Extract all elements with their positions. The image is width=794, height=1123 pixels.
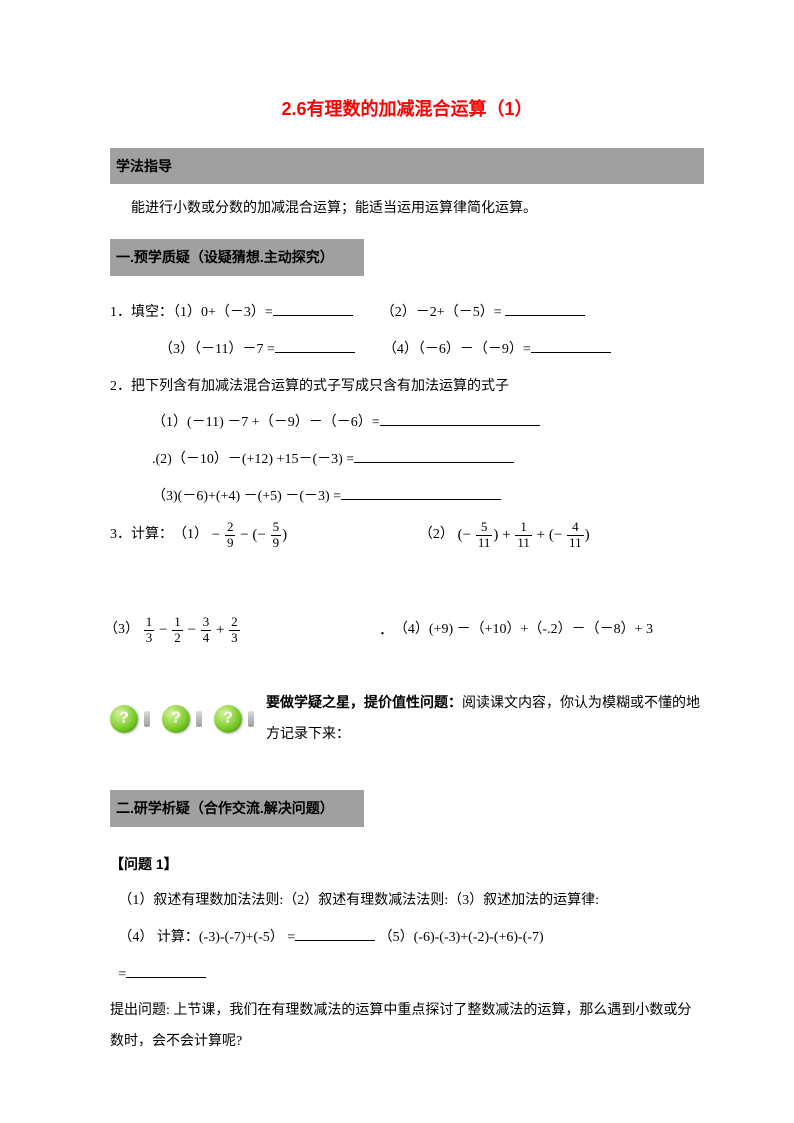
blank [273, 302, 353, 316]
blank [126, 964, 206, 978]
blank [531, 339, 611, 353]
blank [505, 302, 585, 316]
problem1-line2a: （4） 计算：(-3)-(-7)+(-5） = [118, 930, 295, 945]
note-bold: 要做学疑之星，提价值性问题： [266, 694, 462, 710]
problem1-eq-row: = [118, 960, 704, 991]
question-icon [162, 705, 190, 733]
blank [380, 412, 540, 426]
q1-p4: （4）（－6）－（－9）= [383, 342, 531, 357]
q3-row1: 3．计算： （1） − 29 − (− 59 ) （2） (− 511 ) + … [110, 519, 704, 552]
icon-shadow [144, 711, 150, 727]
q3-p3a: （3） [104, 615, 139, 646]
q3-p2a: （2） [419, 520, 454, 551]
guide-text: 能进行小数或分数的加减混合运算；能适当运用运算律简化运算。 [110, 194, 704, 225]
q1-row2: （3）（－11）－7 = （4）（－6）－（－9）= [159, 335, 704, 366]
blank [354, 449, 514, 463]
frac-1-3: 13 [144, 615, 155, 645]
q3-lead: 3．计算： [110, 520, 173, 551]
section-study: 二.研学析疑（合作交流.解决问题） [110, 790, 364, 827]
blank [295, 927, 375, 941]
frac-3-4: 34 [201, 615, 212, 645]
q1-p1: （1）0+（－3）= [173, 305, 273, 320]
icon-shadow [248, 711, 254, 727]
question-icon [110, 705, 138, 733]
q2-p1-row: （1）(－11) －7 +（－9）－（－6）= [152, 408, 704, 439]
problem1-line2: （4） 计算：(-3)-(-7)+(-5） = （5）(-6)-(-3)+(-2… [118, 923, 704, 954]
problem1-line1: （1）叙述有理数加法法则:（2）叙述有理数减法法则:（3）叙述加法的运算律: [118, 886, 704, 917]
q1-p2: （2）－2+（－5）= [381, 305, 502, 320]
star-note-row: 要做学疑之星，提价值性问题：阅读课文内容，你认为模糊或不懂的地方记录下来： [110, 687, 704, 751]
blank [341, 486, 501, 500]
question-icon [214, 705, 242, 733]
q2-p2-row: .(2)（－10）－(+12) +15－(－3) = [152, 445, 704, 476]
frac-2-3: 23 [229, 615, 240, 645]
q2-p1: （1）(－11) －7 +（－9）－（－6）= [152, 415, 380, 430]
problem1-eq: = [118, 967, 126, 982]
q1-p3: （3）（－11）－7 = [159, 342, 275, 357]
q2-p3-row: （3)(－6)+(+4) －(+5) －(－3) = [152, 482, 704, 513]
q1-row1: 1．填空：（1）0+（－3）= （2）－2+（－5）= [110, 298, 704, 329]
frac-1-11: 111 [515, 520, 532, 550]
q3-p4: （4）(+9) －（+10）+（-.2）－（－8）+ 3 [394, 615, 653, 646]
problem1-line2b: （5）(-6)-(-3)+(-2)-(+6)-(-7) [379, 930, 544, 945]
icon-shadow [196, 711, 202, 727]
q3-row2: （3） 13 − 12 − 34 + 23 ． （4）(+9) －（+10）+（… [110, 614, 704, 647]
section-guide: 学法指导 [110, 148, 704, 185]
q1-lead: 1．填空： [110, 305, 173, 320]
q2-p2: .(2)（－10）－(+12) +15－(－3) = [152, 452, 354, 467]
q3-p1a: （1） [173, 520, 208, 551]
problem1-heading: 【问题 1】 [110, 849, 704, 880]
blank [275, 339, 355, 353]
frac-1-2: 12 [172, 615, 183, 645]
frac-2-9: 29 [225, 520, 236, 550]
q2-lead: 2．把下列含有加减法混合运算的式子写成只含有加法运算的式子 [110, 372, 704, 403]
frac-5-11: 511 [476, 520, 493, 550]
problem1-question: 提出问题: 上节课，我们在有理数减法的运算中重点探讨了整数减法的运算，那么遇到小… [110, 996, 704, 1058]
section-pre: 一.预学质疑（设疑猜想.主动探究） [110, 239, 364, 276]
frac-5-9: 59 [271, 520, 282, 550]
q2-p3: （3)(－6)+(+4) －(+5) －(－3) = [152, 489, 341, 504]
page-title: 2.6有理数的加减混合运算（1） [110, 90, 704, 130]
frac-4-11: 411 [567, 520, 584, 550]
